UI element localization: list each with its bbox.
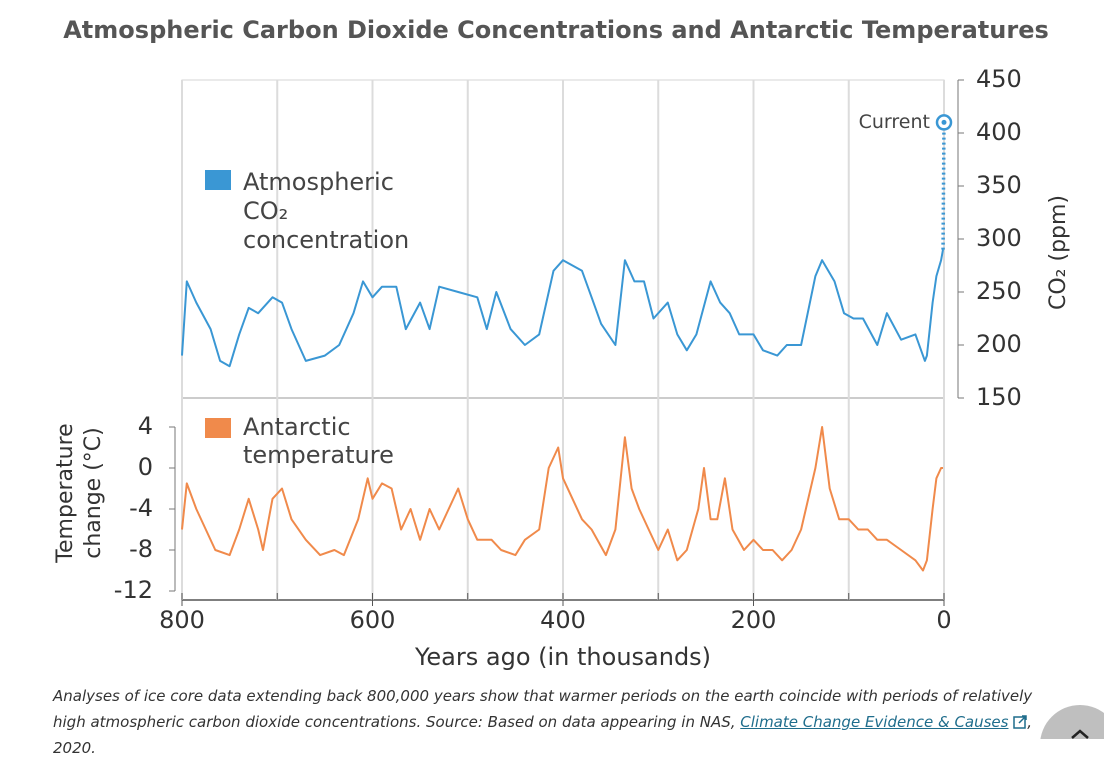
- x-tick-label: 200: [731, 606, 777, 634]
- y-tick-label: -12: [114, 576, 153, 604]
- annotation: Current: [859, 111, 930, 133]
- legend-label: Antarctic temperature: [243, 413, 394, 469]
- y-tick-label: 450: [976, 65, 1022, 93]
- x-tick-label: 800: [159, 606, 205, 634]
- external-icon: [1013, 715, 1028, 729]
- y-tick-label: -4: [129, 494, 153, 522]
- legend-swatch: [205, 170, 231, 190]
- chart-title: Atmospheric Carbon Dioxide Concentration…: [63, 16, 1049, 44]
- y-tick-label: 0: [138, 453, 153, 481]
- y-tick-label: 300: [976, 224, 1022, 252]
- caption: Analyses of ice core data extending back…: [53, 683, 1043, 761]
- legend-swatch: [205, 418, 231, 438]
- scroll-button[interactable]: [1040, 705, 1104, 739]
- current-marker-dot: [941, 119, 947, 125]
- y-axis-label: Temperature change (°C): [53, 423, 106, 563]
- chart: Atmospheric Carbon Dioxide Concentration…: [63, 16, 1104, 739]
- y-tick-label: 4: [138, 412, 153, 440]
- y2-axis-label: CO₂ (ppm): [1046, 194, 1071, 310]
- y-tick-label: 250: [976, 277, 1022, 305]
- caption-text: Analyses of ice core data extending back…: [53, 687, 1033, 731]
- y-tick-label: -8: [129, 535, 153, 563]
- caption-link[interactable]: Climate Change Evidence & Causes: [740, 713, 1009, 731]
- data-line: [181, 426, 943, 572]
- y-tick-label: 400: [976, 118, 1022, 146]
- y-tick-label: 150: [976, 383, 1022, 411]
- x-tick-label: 600: [350, 606, 396, 634]
- x-tick-label: 400: [540, 606, 586, 634]
- page: {"chart_data": [ {"type": "line", "title…: [53, 16, 1104, 757]
- legend-label: Atmospheric CO₂ concentration: [243, 168, 410, 254]
- x-tick-label: 0: [936, 606, 951, 634]
- y-tick-label: 200: [976, 330, 1022, 358]
- scroll-icon: [1071, 729, 1089, 739]
- x-axis-label: Years ago (in thousands): [414, 643, 712, 671]
- data-line: [181, 249, 944, 368]
- current-connector: [941, 122, 946, 250]
- y-tick-label: 350: [976, 171, 1022, 199]
